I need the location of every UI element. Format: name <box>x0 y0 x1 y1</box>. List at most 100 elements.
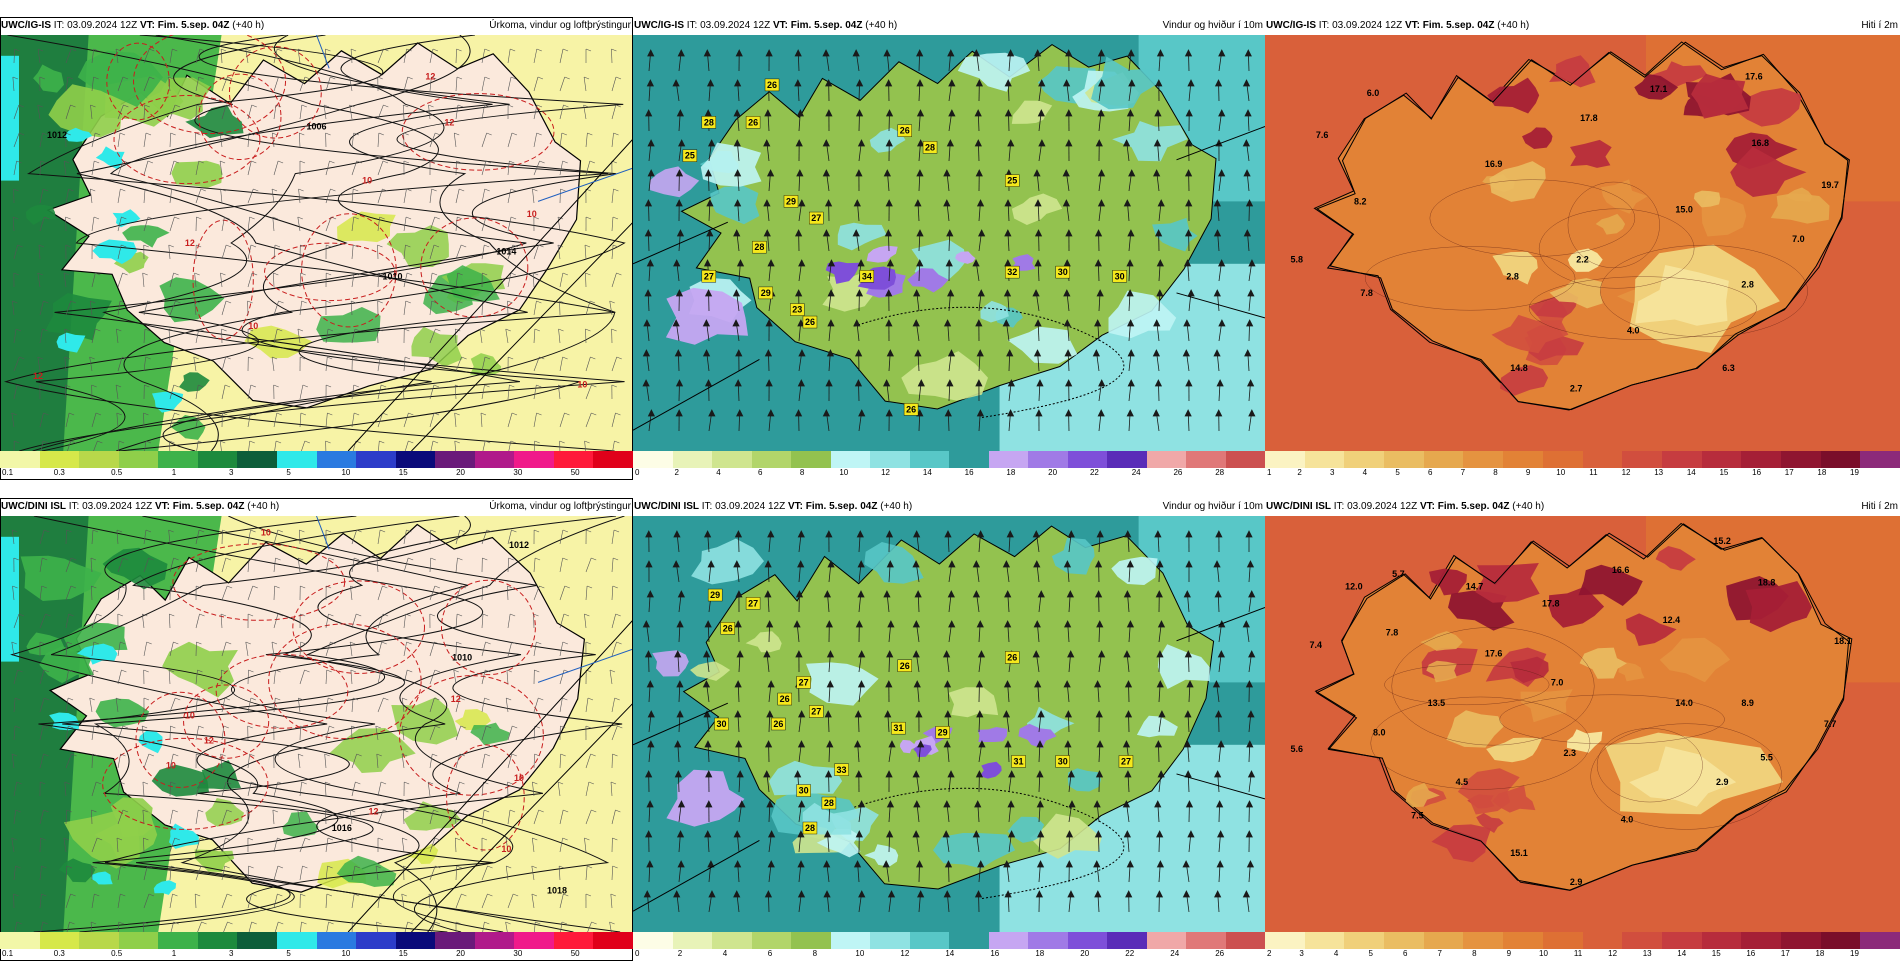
gust-label: 30 <box>1056 755 1070 767</box>
gust-label: 28 <box>702 116 716 128</box>
svg-text:28: 28 <box>805 823 815 833</box>
gust-label: 27 <box>809 706 823 718</box>
colorbar-swatch <box>870 451 910 468</box>
svg-text:2.9: 2.9 <box>1716 777 1729 787</box>
colorbar-tick-label: 22 <box>1090 468 1099 477</box>
svg-text:1018: 1018 <box>547 885 567 895</box>
gust-label: 28 <box>822 797 836 809</box>
panel-header: UWC/DINI ISL IT: 03.09.2024 12Z VT: Fim.… <box>1265 498 1900 516</box>
colorbar-swatch <box>673 451 713 468</box>
svg-text:23: 23 <box>792 305 802 315</box>
panel-title: Úrkoma, vindur og loftþrýstingur <box>489 17 631 35</box>
colorbar-swatch <box>158 932 198 949</box>
gust-label: 23 <box>790 304 804 316</box>
svg-text:10: 10 <box>185 711 195 721</box>
colorbar-swatch <box>237 932 277 949</box>
gust-label: 32 <box>1005 266 1019 278</box>
model-name: UWC/DINI ISL <box>634 501 699 512</box>
valid-time: VT: Fim. 5.sep. 04Z <box>788 501 877 512</box>
colorbar-tick-label: 0.5 <box>111 949 122 958</box>
contour-label: 1010 <box>452 652 472 662</box>
gust-label: 28 <box>803 822 817 834</box>
colorbar-swatch <box>1068 932 1108 949</box>
svg-text:12: 12 <box>451 694 461 704</box>
colorbar-tick-label: 16 <box>965 468 974 477</box>
lead-time: (+40 h) <box>247 501 279 512</box>
colorbar-tick-label: 15 <box>1719 468 1728 477</box>
svg-text:26: 26 <box>900 126 910 136</box>
temperature-label: 7.4 <box>1310 640 1323 650</box>
colorbar-tick-label: 15 <box>399 949 408 958</box>
colorbar-swatch <box>277 451 317 468</box>
svg-text:2.9: 2.9 <box>1570 877 1583 887</box>
model-name: UWC/IG-IS <box>1 20 51 31</box>
gust-label: 28 <box>923 141 937 153</box>
colorbar-swatch <box>831 451 871 468</box>
panel-header: UWC/IG-IS IT: 03.09.2024 12Z VT: Fim. 5.… <box>0 17 633 35</box>
svg-text:14.0: 14.0 <box>1675 698 1693 708</box>
svg-text:7.5: 7.5 <box>1411 811 1424 821</box>
colorbar-tick-label: 7 <box>1461 468 1465 477</box>
colorbar-tick-label: 10 <box>341 949 350 958</box>
svg-text:15.2: 15.2 <box>1713 536 1731 546</box>
colorbar-swatch <box>198 451 238 468</box>
valid-time: VT: Fim. 5.sep. 04Z <box>1420 501 1509 512</box>
colorbar-swatch <box>673 932 713 949</box>
colorbar-tick-label: 0.3 <box>54 949 65 958</box>
temperature-label: 5.8 <box>1290 255 1303 265</box>
svg-text:10: 10 <box>166 761 176 771</box>
svg-text:15.1: 15.1 <box>1510 848 1528 858</box>
colorbar-tick-label: 17 <box>1781 949 1790 958</box>
colorbar-tick-label: 5 <box>1395 468 1399 477</box>
temperature-label: 8.2 <box>1354 196 1367 206</box>
colorbar-swatches <box>0 932 633 949</box>
contour-label: 10 <box>248 321 258 331</box>
contour-label: 10 <box>527 209 537 219</box>
colorbar-tick-label: 20 <box>1048 468 1057 477</box>
colorbar-swatches <box>1265 451 1900 468</box>
colorbar-swatch <box>633 932 673 949</box>
colorbar-swatch <box>356 451 396 468</box>
colorbar-swatch <box>1662 451 1702 468</box>
panel-title: Vindur og hviður í 10m <box>1163 17 1263 35</box>
colorbar-swatch <box>1543 451 1583 468</box>
contour-label: 10 <box>514 773 524 783</box>
svg-text:26: 26 <box>1007 652 1017 662</box>
colorbar-swatch <box>0 451 40 468</box>
temperature-label: 16.9 <box>1485 159 1503 169</box>
svg-text:30: 30 <box>1058 267 1068 277</box>
colorbar-swatch <box>1344 451 1384 468</box>
temperature-label: 4.0 <box>1621 815 1634 825</box>
colorbar-swatch <box>40 451 80 468</box>
temperature-label: 7.0 <box>1792 234 1805 244</box>
colorbar-tick-label: 18 <box>1006 468 1015 477</box>
valid-time: VT: Fim. 5.sep. 04Z <box>773 20 862 31</box>
svg-text:5.5: 5.5 <box>1760 752 1773 762</box>
init-time: IT: 03.09.2024 12Z <box>54 20 137 31</box>
svg-text:28: 28 <box>925 142 935 152</box>
svg-text:29: 29 <box>710 590 720 600</box>
gust-label: 27 <box>1119 755 1133 767</box>
colorbar-tick-label: 12 <box>1608 949 1617 958</box>
svg-text:16.9: 16.9 <box>1485 159 1503 169</box>
colorbar-swatch <box>1028 451 1068 468</box>
colorbar-swatch <box>554 451 594 468</box>
colorbar-swatch <box>989 451 1029 468</box>
temperature-label: 5.7 <box>1392 569 1405 579</box>
gust-label: 33 <box>835 764 849 776</box>
gust-label: 30 <box>1056 266 1070 278</box>
colorbar-tick-label: 2 <box>1297 468 1301 477</box>
svg-text:26: 26 <box>767 80 777 90</box>
gust-label: 26 <box>721 622 735 634</box>
temperature-label: 19.7 <box>1821 180 1839 190</box>
gust-label: 27 <box>702 270 716 282</box>
